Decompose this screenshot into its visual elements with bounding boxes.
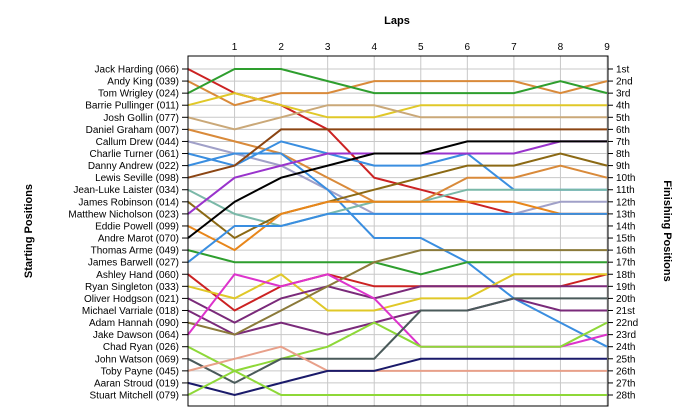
starting-position-label: James Robinson (014) — [78, 197, 179, 208]
finishing-position-label: 21st — [616, 306, 635, 317]
starting-position-label: Tom Wrigley (024) — [98, 89, 179, 100]
finishing-position-label: 3rd — [616, 89, 630, 100]
starting-position-label: Ryan Singleton (033) — [85, 282, 179, 293]
starting-position-label: Jack Harding (066) — [95, 65, 179, 76]
finishing-position-label: 18th — [616, 270, 635, 281]
series-line-3 — [187, 68, 608, 95]
finishing-position-label: 1st — [616, 65, 630, 76]
starting-position-label: Toby Payne (045) — [101, 366, 179, 377]
finishing-position-label: 13th — [616, 209, 635, 220]
series-line-5 — [187, 104, 607, 131]
finishing-position-label: 23rd — [616, 330, 636, 341]
starting-position-label: Michael Varriale (018) — [82, 306, 179, 317]
starting-position-label: Chad Ryan (026) — [103, 342, 179, 353]
starting-position-label: Oliver Hodgson (021) — [84, 294, 179, 305]
x-tick-label: 9 — [604, 42, 610, 53]
finishing-position-label: 22nd — [616, 318, 638, 329]
x-tick-label: 1 — [232, 42, 238, 53]
finishing-position-label: 15th — [616, 234, 635, 245]
x-tick-label: 8 — [558, 42, 564, 53]
starting-position-label: Ashley Hand (060) — [96, 270, 179, 281]
right-axis-title: Finishing Positions — [661, 180, 673, 281]
starting-position-label: John Watson (069) — [95, 354, 179, 365]
starting-position-label: Matthew Nicholson (023) — [68, 209, 179, 220]
series-line-19 — [187, 273, 607, 312]
finishing-position-label: 9th — [616, 161, 630, 172]
finishing-position-label: 25th — [616, 354, 635, 365]
series-line-10 — [187, 128, 607, 179]
starting-position-label: Daniel Graham (007) — [86, 125, 179, 136]
starting-position-label: Thomas Arme (049) — [91, 246, 179, 257]
starting-position-label: Stuart Mitchell (079) — [90, 391, 179, 402]
finishing-position-label: 16th — [616, 246, 635, 257]
series-line-28 — [187, 369, 607, 396]
series-line-20 — [187, 285, 607, 324]
starting-position-label: Eddie Powell (099) — [95, 221, 179, 232]
x-tick-label: 6 — [465, 42, 471, 53]
finishing-position-label: 6th — [616, 125, 630, 136]
finishing-labels: 1st2nd3rd4th5th6th7th8th9th10th11th12th1… — [608, 65, 638, 402]
starting-position-label: Josh Gollin (077) — [103, 113, 179, 124]
series-line-11 — [187, 188, 607, 228]
starting-position-label: Andy King (039) — [107, 77, 179, 88]
x-tick-label: 3 — [325, 42, 331, 53]
finishing-position-label: 14th — [616, 221, 635, 232]
series-line-14 — [187, 200, 607, 252]
finishing-position-label: 7th — [616, 137, 630, 148]
finishing-position-label: 11th — [616, 185, 635, 196]
x-tick-label: 2 — [278, 42, 284, 53]
starting-position-label: Andre Marot (070) — [98, 234, 179, 245]
starting-position-label: Jake Dawson (064) — [93, 330, 179, 341]
series-line-16 — [187, 249, 607, 276]
series-line-15 — [187, 140, 607, 239]
starting-position-label: Danny Andrew (022) — [88, 161, 179, 172]
starting-position-label: James Barwell (027) — [88, 258, 179, 269]
finishing-position-label: 26th — [616, 366, 635, 377]
series-line-21 — [187, 297, 607, 336]
starting-position-label: Lewis Seville (098) — [95, 173, 179, 184]
finishing-position-label: 17th — [616, 258, 635, 269]
finishing-position-label: 27th — [616, 378, 635, 389]
series-line-25 — [187, 297, 607, 385]
starting-labels: Jack Harding (066)Andy King (039)Tom Wri… — [68, 65, 188, 402]
finishing-position-label: 19th — [616, 282, 635, 293]
finishing-position-label: 10th — [616, 173, 635, 184]
series-line-22 — [187, 249, 607, 336]
x-tick-labels: 1 2 3 4 5 6 7 8 9 — [232, 42, 610, 53]
series-line-9 — [187, 152, 608, 348]
finishing-position-label: 4th — [616, 101, 630, 112]
starting-position-label: Jean-Luke Laister (034) — [73, 185, 179, 196]
x-axis-title: Laps — [384, 15, 410, 27]
finishing-position-label: 12th — [616, 197, 635, 208]
x-tick-label: 5 — [418, 42, 424, 53]
plot-frame — [187, 55, 609, 407]
starting-position-label: Callum Drew (044) — [96, 137, 179, 148]
finishing-position-label: 28th — [616, 391, 635, 402]
finishing-position-label: 24th — [616, 342, 635, 353]
starting-position-label: Adam Hannah (090) — [89, 318, 179, 329]
finishing-position-label: 2nd — [616, 77, 633, 88]
starting-position-label: Barrie Pullinger (011) — [85, 101, 179, 112]
series-line-17 — [187, 212, 607, 263]
series-lines — [187, 68, 608, 397]
left-axis-title: Starting Positions — [23, 184, 35, 278]
finishing-position-label: 5th — [616, 113, 630, 124]
series-line-27 — [187, 357, 607, 397]
series-line-26 — [187, 345, 607, 372]
x-tick-label: 7 — [511, 42, 517, 53]
starting-position-label: Charlie Turner (061) — [90, 149, 179, 160]
finishing-position-label: 8th — [616, 149, 630, 160]
x-tick-label: 4 — [371, 42, 377, 53]
finishing-position-label: 20th — [616, 294, 635, 305]
starting-position-label: Aaran Stroud (019) — [94, 378, 179, 389]
